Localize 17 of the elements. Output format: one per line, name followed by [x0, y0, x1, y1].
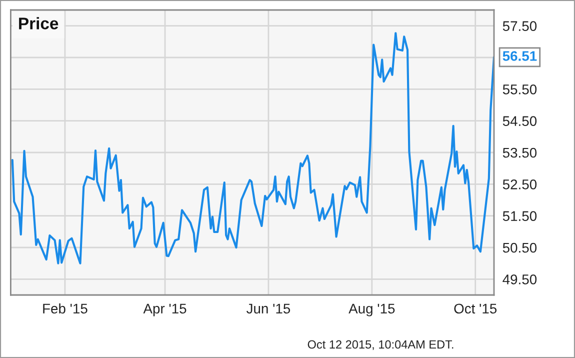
x-tick-label: Aug '15: [348, 304, 395, 316]
y-tick-label: 52.50: [502, 180, 537, 190]
y-tick-label: 53.50: [502, 148, 537, 158]
y-tick-label: 51.50: [502, 211, 537, 222]
y-tick-label: 57.50: [502, 21, 537, 32]
x-tick-label: Oct '15: [454, 304, 497, 314]
x-tick-label: Apr '15: [143, 304, 186, 316]
annotation: 56.51: [502, 51, 537, 61]
y-tick-label: 50.50: [502, 242, 537, 253]
y-tick-label: 54.50: [502, 116, 537, 126]
line-series: [11, 32, 494, 264]
chart-title: Price: [19, 17, 58, 30]
text: Oct 12 2015, 10:04AM EDT.: [308, 340, 454, 350]
x-tick-label: Feb '15: [43, 303, 88, 314]
x-tick-label: Jun '15: [246, 304, 290, 314]
y-tick-label: 49.50: [502, 274, 537, 284]
y-tick-label: 55.50: [502, 84, 537, 94]
